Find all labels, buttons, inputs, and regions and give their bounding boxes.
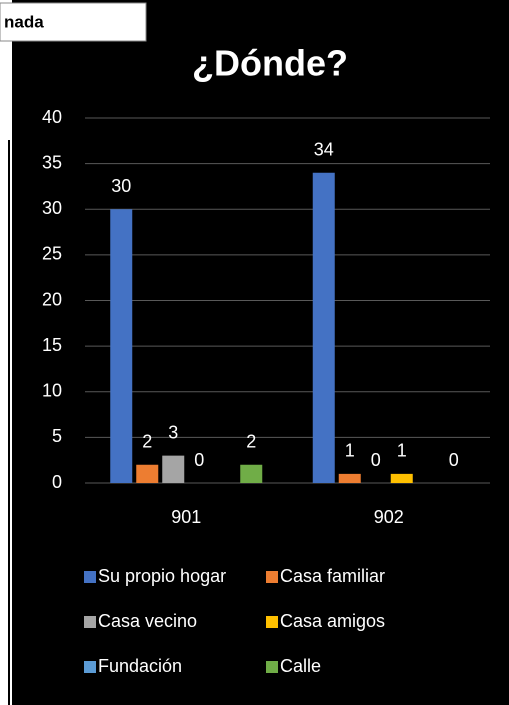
y-tick-label: 5 [52,426,62,446]
legend-label: Su propio hogar [98,566,226,586]
legend-swatch [84,571,96,583]
legend-swatch [84,616,96,628]
bar [390,473,413,483]
side-panel [0,0,12,705]
y-tick-label: 20 [42,289,62,309]
data-label: 30 [111,176,131,196]
data-label: 2 [246,432,256,452]
bar [110,209,133,483]
bar [162,455,185,483]
data-label: 1 [397,441,407,461]
y-tick-label: 15 [42,335,62,355]
legend-swatch [84,661,96,673]
bar [136,464,159,483]
y-tick-label: 0 [52,472,62,492]
chart-title: ¿Dónde? [192,43,348,84]
y-tick-label: 10 [42,381,62,401]
header-tab [0,2,147,42]
data-label: 0 [371,450,381,470]
legend-swatch [266,616,278,628]
legend-label: Casa vecino [98,611,197,631]
data-label: 0 [449,450,459,470]
x-tick-label: 902 [374,507,404,527]
bar [240,464,263,483]
x-tick-label: 901 [171,507,201,527]
legend-label: Casa amigos [280,611,385,631]
y-tick-label: 35 [42,152,62,172]
header-tab-text: nada [4,12,44,31]
data-label: 3 [168,422,178,442]
data-label: 34 [314,140,334,160]
bar [338,473,361,483]
legend-label: Fundación [98,656,182,676]
data-label: 0 [194,450,204,470]
y-tick-label: 25 [42,244,62,264]
y-tick-label: 30 [42,198,62,218]
y-tick-label: 40 [42,107,62,127]
legend-swatch [266,661,278,673]
data-label: 1 [345,441,355,461]
legend-label: Casa familiar [280,566,385,586]
bar [312,172,335,483]
data-label: 2 [142,432,152,452]
legend-swatch [266,571,278,583]
legend-label: Calle [280,656,321,676]
